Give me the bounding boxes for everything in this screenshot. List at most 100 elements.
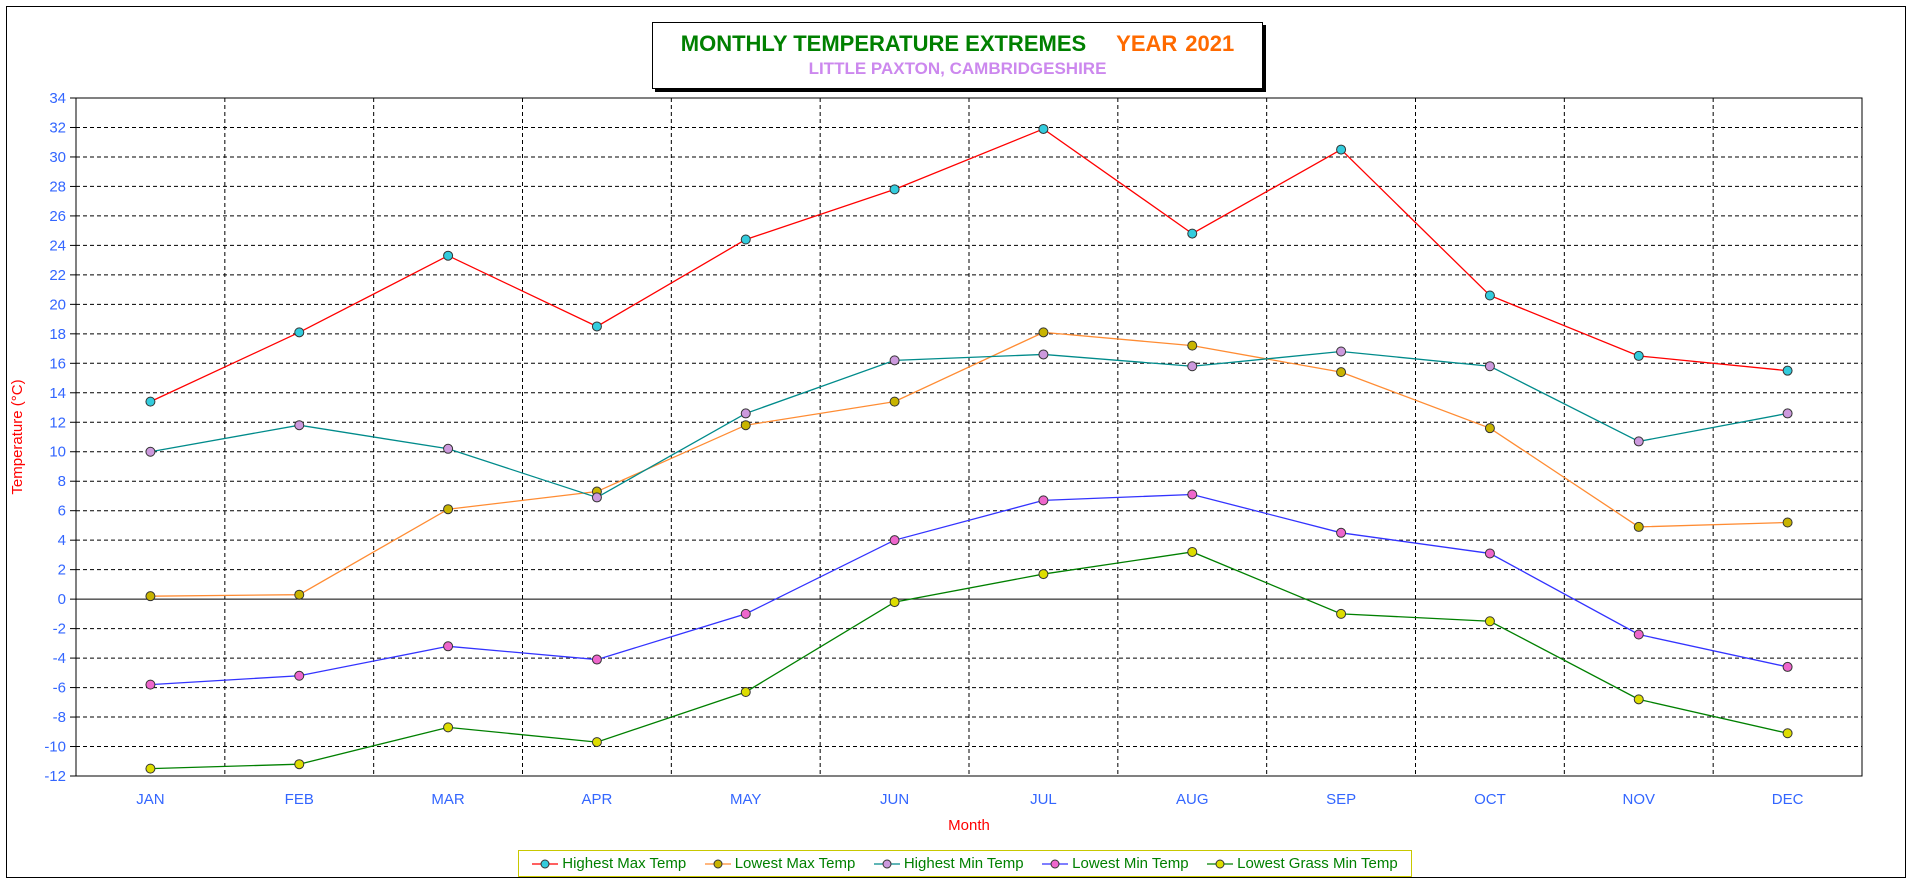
x-tick-label: NOV <box>1622 791 1655 808</box>
chart-title: MONTHLY TEMPERATURE EXTREMES <box>680 31 1087 56</box>
x-tick-label: MAY <box>730 791 761 808</box>
chart-legend: Highest Max Temp Lowest Max Temp Highest M… <box>518 850 1412 877</box>
y-tick-label: 0 <box>58 591 66 608</box>
legend-item: Lowest Grass Min Temp <box>1207 855 1398 872</box>
chart-title-line: MONTHLY TEMPERATURE EXTREMES YEAR 2021 <box>653 31 1262 57</box>
y-tick-label: 8 <box>58 473 66 490</box>
chart-frame <box>6 6 1906 878</box>
y-tick-label: 10 <box>49 444 66 461</box>
chart-title-box: MONTHLY TEMPERATURE EXTREMES YEAR 2021 LIT… <box>652 22 1263 89</box>
plot-border <box>75 97 1863 777</box>
data-point-4 <box>1038 569 1049 580</box>
data-point-0 <box>889 184 900 195</box>
legend-label: Highest Max Temp <box>562 855 687 872</box>
legend-item: Lowest Min Temp <box>1042 855 1189 872</box>
y-tick-label: -10 <box>44 739 66 756</box>
series-line-0 <box>150 128 1788 403</box>
data-point-0 <box>740 234 751 245</box>
data-point-0 <box>294 327 305 338</box>
y-tick-label: 26 <box>49 208 66 225</box>
legend-swatch <box>532 859 559 868</box>
y-tick-label: -6 <box>53 680 66 697</box>
data-point-2 <box>889 355 900 366</box>
x-tick-label: FEB <box>285 791 314 808</box>
y-tick-label: 18 <box>49 326 66 343</box>
legend-swatch <box>873 859 900 868</box>
data-point-4 <box>740 686 751 697</box>
data-point-4 <box>591 737 602 748</box>
data-point-1 <box>1336 367 1347 378</box>
data-point-4 <box>1336 608 1347 619</box>
data-point-3 <box>294 670 305 681</box>
legend-item: Highest Max Temp <box>532 855 686 872</box>
data-point-4 <box>1484 616 1495 627</box>
data-point-0 <box>145 396 156 407</box>
data-point-1 <box>889 396 900 407</box>
legend-label: Lowest Grass Min Temp <box>1237 855 1398 872</box>
data-point-2 <box>294 420 305 431</box>
data-point-3 <box>1633 629 1644 640</box>
series-line-1 <box>150 331 1788 597</box>
data-point-1 <box>294 589 305 600</box>
legend-item: Highest Min Temp <box>873 855 1024 872</box>
y-tick-label: 32 <box>49 119 66 136</box>
series-line-4 <box>150 551 1788 770</box>
chart-title-year-label: YEAR <box>1116 31 1178 56</box>
data-point-2 <box>1038 349 1049 360</box>
data-point-0 <box>443 250 454 261</box>
x-tick-label: JAN <box>136 791 164 808</box>
data-point-3 <box>1038 495 1049 506</box>
legend-label: Highest Min Temp <box>903 855 1024 872</box>
y-tick-label: 20 <box>49 296 66 313</box>
legend-item: Lowest Max Temp <box>704 855 855 872</box>
data-point-1 <box>1484 423 1495 434</box>
data-point-2 <box>443 443 454 454</box>
y-tick-label: 16 <box>49 355 66 372</box>
y-tick-label: 2 <box>58 562 66 579</box>
data-point-4 <box>294 759 305 770</box>
data-point-2 <box>1633 436 1644 447</box>
legend-swatch <box>1207 859 1234 868</box>
data-point-1 <box>1633 521 1644 532</box>
y-tick-label: -4 <box>53 650 66 667</box>
data-point-1 <box>145 591 156 602</box>
series-line-3 <box>150 493 1788 686</box>
data-point-1 <box>443 504 454 515</box>
x-tick-label: AUG <box>1176 791 1209 808</box>
x-tick-label: OCT <box>1474 791 1506 808</box>
y-tick-label: -12 <box>44 768 66 785</box>
data-point-4 <box>145 763 156 774</box>
x-tick-label: MAR <box>431 791 465 808</box>
legend-swatch <box>704 859 731 868</box>
y-tick-label: 34 <box>49 90 66 107</box>
data-point-3 <box>591 654 602 665</box>
y-tick-label: 14 <box>49 385 66 402</box>
y-tick-label: 4 <box>58 532 66 549</box>
data-point-0 <box>1633 350 1644 361</box>
data-point-3 <box>443 641 454 652</box>
x-tick-label: SEP <box>1326 791 1356 808</box>
data-point-4 <box>1782 728 1793 739</box>
data-point-3 <box>1187 489 1198 500</box>
data-point-3 <box>145 679 156 690</box>
chart-title-year: 2021 <box>1185 31 1235 56</box>
y-tick-label: 28 <box>49 178 66 195</box>
data-point-3 <box>740 608 751 619</box>
data-point-3 <box>1782 661 1793 672</box>
data-point-1 <box>1782 517 1793 528</box>
y-tick-label: 12 <box>49 414 66 431</box>
data-point-2 <box>1484 361 1495 372</box>
legend-swatch <box>1042 859 1069 868</box>
data-point-3 <box>1484 548 1495 559</box>
data-point-2 <box>740 408 751 419</box>
data-point-2 <box>1336 346 1347 357</box>
data-point-0 <box>1038 123 1049 134</box>
data-point-0 <box>1187 228 1198 239</box>
y-tick-label: -2 <box>53 621 66 638</box>
x-tick-label: APR <box>581 791 612 808</box>
data-point-1 <box>1187 340 1198 351</box>
x-tick-label: JUL <box>1030 791 1057 808</box>
series-line-2 <box>150 350 1788 499</box>
y-axis-title: Temperature (°C) <box>9 379 26 494</box>
